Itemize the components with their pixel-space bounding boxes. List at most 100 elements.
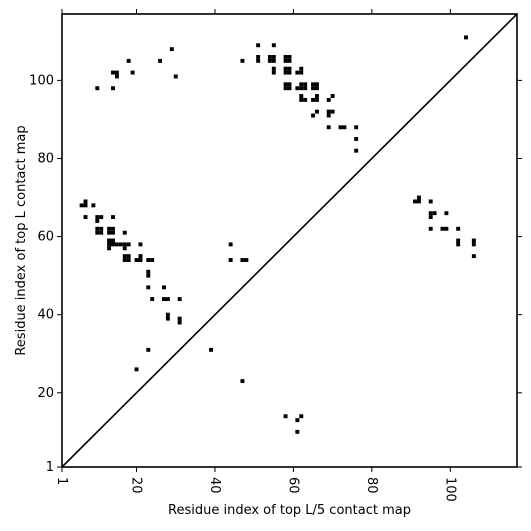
y-tick-label: 20 (37, 386, 54, 401)
data-point (456, 238, 461, 243)
data-point (295, 429, 300, 434)
data-point (315, 82, 319, 87)
data-point (79, 203, 84, 208)
data-point (283, 86, 288, 91)
data-point (416, 195, 421, 200)
data-point (173, 74, 178, 79)
data-point (165, 297, 170, 302)
data-point (111, 230, 115, 235)
data-point (271, 70, 276, 75)
data-point (83, 215, 88, 220)
data-point (283, 58, 288, 63)
data-point (428, 215, 433, 220)
data-point (240, 258, 245, 262)
data-point (114, 242, 119, 247)
data-point (299, 82, 304, 87)
data-point (177, 316, 182, 321)
data-point (299, 97, 304, 102)
data-point (240, 58, 245, 63)
data-point (107, 226, 112, 231)
data-point (299, 70, 304, 75)
data-point (428, 199, 433, 204)
data-point (456, 242, 461, 247)
data-point (114, 74, 119, 79)
data-point (122, 246, 127, 251)
data-point (432, 211, 437, 216)
data-point (122, 254, 127, 259)
data-point (330, 94, 335, 98)
data-point (315, 97, 319, 102)
data-point (295, 86, 300, 91)
data-point (95, 219, 100, 223)
data-point (256, 58, 261, 63)
data-point (416, 199, 421, 204)
data-point (162, 297, 166, 302)
y-tick-label: 80 (37, 151, 54, 166)
x-tick-label: 100 (442, 477, 457, 502)
data-point (299, 86, 304, 91)
data-point (114, 70, 119, 75)
x-tick-label: 20 (129, 477, 144, 494)
data-point (287, 70, 292, 75)
data-point (228, 242, 233, 247)
data-point (271, 55, 276, 59)
data-point (95, 215, 100, 220)
data-point (146, 347, 151, 352)
data-point (267, 58, 272, 63)
x-tick-label: 40 (207, 477, 222, 494)
data-point (107, 238, 112, 243)
y-tick-label: 40 (37, 308, 54, 323)
data-point (150, 258, 155, 262)
data-point (283, 82, 288, 87)
data-point (354, 137, 359, 141)
data-point (256, 43, 261, 48)
data-point (326, 125, 331, 130)
data-point (315, 109, 319, 114)
data-point (111, 215, 115, 220)
data-point (122, 258, 127, 262)
data-point (464, 35, 468, 40)
data-point (146, 273, 151, 278)
data-point (326, 109, 331, 114)
data-point (271, 43, 276, 48)
data-point (287, 55, 292, 59)
data-point (99, 230, 104, 235)
data-point (338, 125, 343, 130)
x-tick-label: 80 (364, 477, 379, 494)
data-point (342, 125, 347, 130)
plot-frame (61, 13, 518, 468)
data-point (126, 254, 131, 259)
data-point (299, 414, 304, 419)
data-point (111, 70, 115, 75)
data-point (126, 58, 131, 63)
data-point (146, 269, 151, 274)
y-axis-ticks: 1 20 40 60 80 100 (29, 73, 522, 475)
data-point (471, 238, 476, 243)
data-point (315, 86, 319, 91)
diagonal-line (61, 13, 518, 468)
data-point (122, 242, 127, 247)
data-point (303, 82, 308, 87)
data-point (311, 82, 315, 87)
data-point (354, 125, 359, 130)
data-point (471, 254, 476, 259)
data-points (79, 35, 476, 434)
data-point (83, 203, 88, 208)
data-point (126, 242, 131, 247)
data-point (295, 418, 300, 423)
data-point (228, 258, 233, 262)
data-point (95, 226, 100, 231)
data-point (91, 203, 96, 208)
data-point (111, 226, 115, 231)
data-point (299, 66, 304, 71)
data-point (138, 242, 143, 247)
data-point (271, 66, 276, 71)
data-point (126, 258, 131, 262)
data-point (283, 414, 288, 419)
data-point (95, 86, 100, 91)
data-point (177, 297, 182, 302)
y-axis-label: Residue index of top L contact map (14, 125, 29, 355)
data-point (165, 312, 170, 317)
data-point (326, 113, 331, 118)
